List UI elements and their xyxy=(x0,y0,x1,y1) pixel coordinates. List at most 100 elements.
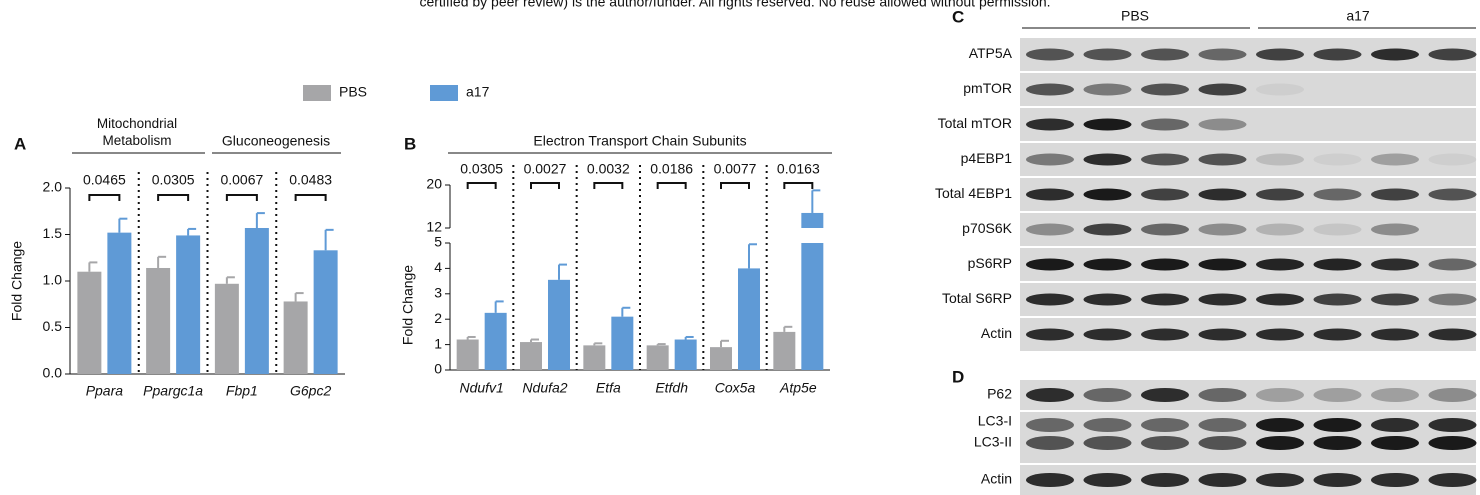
blot-band xyxy=(1371,473,1419,487)
legend-swatch xyxy=(430,85,458,101)
y-tick-label: 3 xyxy=(434,285,442,301)
blot-band xyxy=(1314,154,1362,166)
blot-band xyxy=(1199,119,1247,131)
bar xyxy=(548,280,570,370)
y-tick-label: 0.0 xyxy=(43,365,63,381)
blot-band xyxy=(1256,49,1304,61)
blot-band xyxy=(1199,329,1247,341)
blot-band xyxy=(1371,49,1419,61)
blot-band xyxy=(1199,224,1247,236)
y-tick-label: 1.5 xyxy=(43,225,63,241)
blot-band xyxy=(1429,388,1477,402)
blot-band xyxy=(1314,418,1362,432)
blot-row-label: Total 4EBP1 xyxy=(935,185,1012,201)
panel-letter: A xyxy=(14,134,26,153)
x-tick-label: Etfa xyxy=(596,380,621,396)
blot-band xyxy=(1256,224,1304,236)
figure-canvas: certified by peer review) is the author/… xyxy=(0,0,1480,495)
x-tick-label: G6pc2 xyxy=(290,383,331,399)
blot-band xyxy=(1084,294,1132,306)
blot-band xyxy=(1084,436,1132,450)
bar xyxy=(107,233,131,374)
blot-band xyxy=(1141,154,1189,166)
blot-band xyxy=(1026,388,1074,402)
y-tick-label: 2 xyxy=(434,310,442,326)
blot-band xyxy=(1026,294,1074,306)
panel-letter: B xyxy=(404,134,416,153)
p-value: 0.0186 xyxy=(650,161,693,177)
figure: certified by peer review) is the author/… xyxy=(0,0,1480,495)
blot-band xyxy=(1026,84,1074,96)
significance-bracket xyxy=(784,183,812,189)
blot-band xyxy=(1371,259,1419,271)
blot-band xyxy=(1199,154,1247,166)
significance-bracket xyxy=(227,195,257,201)
blot-row-label: ATP5A xyxy=(969,45,1013,61)
blot-band xyxy=(1256,436,1304,450)
blot-band xyxy=(1141,436,1189,450)
blot-band xyxy=(1429,418,1477,432)
y-axis-label: Fold Change xyxy=(400,265,416,345)
blot-band xyxy=(1199,49,1247,61)
bar xyxy=(245,228,269,374)
blot-band xyxy=(1199,294,1247,306)
blot-band xyxy=(1256,189,1304,201)
blot-band xyxy=(1026,473,1074,487)
blot-band xyxy=(1141,259,1189,271)
blot-band xyxy=(1084,473,1132,487)
p-value: 0.0067 xyxy=(220,172,263,188)
bar xyxy=(146,268,170,374)
blot-band xyxy=(1256,84,1304,96)
blot-band xyxy=(1429,154,1477,166)
blot-band xyxy=(1141,329,1189,341)
blot-band xyxy=(1026,259,1074,271)
blot-band xyxy=(1371,436,1419,450)
blot-band xyxy=(1314,224,1362,236)
y-tick-label: 0 xyxy=(434,361,442,377)
blot-band xyxy=(1429,259,1477,271)
blot-band xyxy=(1026,224,1074,236)
p-value: 0.0027 xyxy=(524,161,567,177)
y-tick-label: 12 xyxy=(426,219,442,235)
x-tick-label: Ndufa2 xyxy=(522,380,567,396)
bar xyxy=(801,243,823,370)
blot-band xyxy=(1084,154,1132,166)
blot-band xyxy=(1371,189,1419,201)
blot-band xyxy=(1314,294,1362,306)
bar xyxy=(77,272,101,374)
blot-band xyxy=(1141,418,1189,432)
blot-band xyxy=(1026,119,1074,131)
blot-band xyxy=(1141,119,1189,131)
blot-band xyxy=(1256,473,1304,487)
x-tick-label: Cox5a xyxy=(715,380,756,396)
blot-band xyxy=(1429,436,1477,450)
bar xyxy=(284,301,308,374)
x-tick-label: Fbp1 xyxy=(226,383,258,399)
bar xyxy=(647,345,669,370)
legend-label: PBS xyxy=(339,84,367,100)
significance-bracket xyxy=(531,183,559,189)
blot-band xyxy=(1141,294,1189,306)
blot-band xyxy=(1314,49,1362,61)
blot-group-label: PBS xyxy=(1121,8,1149,24)
bar xyxy=(520,342,542,370)
blot-band xyxy=(1256,259,1304,271)
blot-row-label: P62 xyxy=(987,386,1012,402)
blot-band xyxy=(1199,473,1247,487)
blot-band xyxy=(1199,436,1247,450)
significance-bracket xyxy=(721,183,749,189)
significance-bracket xyxy=(658,183,686,189)
blot-row-label: p70S6K xyxy=(962,220,1012,236)
blot-row-label: Total mTOR xyxy=(938,115,1012,131)
p-value: 0.0305 xyxy=(152,172,195,188)
p-value: 0.0465 xyxy=(83,172,126,188)
bar xyxy=(675,340,697,370)
blot-band xyxy=(1429,294,1477,306)
blot-band xyxy=(1199,418,1247,432)
blot-band xyxy=(1141,224,1189,236)
group-label: Gluconeogenesis xyxy=(222,133,330,149)
y-tick-label: 2.0 xyxy=(43,179,63,195)
bar xyxy=(583,345,605,370)
blot-band xyxy=(1026,436,1074,450)
y-tick-label: 0.5 xyxy=(43,318,63,334)
